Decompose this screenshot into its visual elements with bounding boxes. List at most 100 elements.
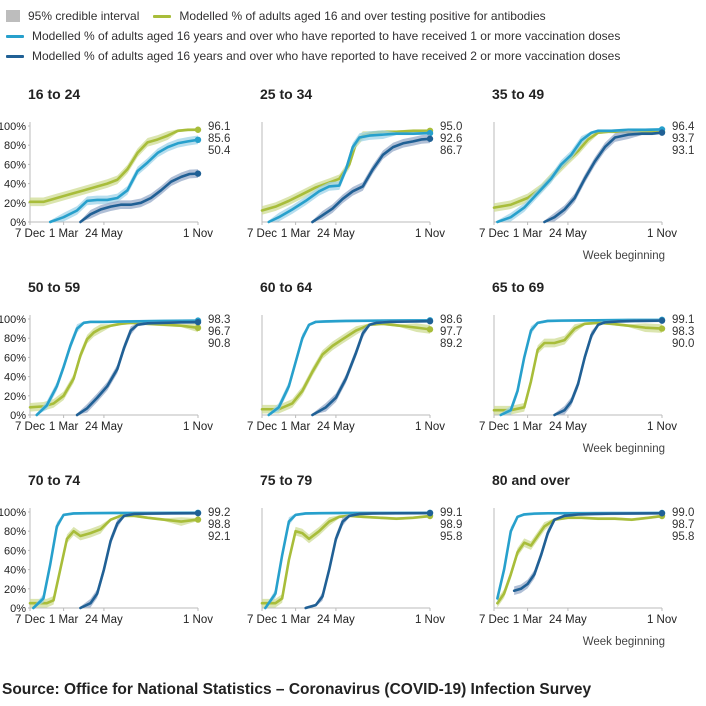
line-antibodies xyxy=(260,322,432,411)
end-value-label: 96.4 xyxy=(672,121,695,133)
x-tick-label: 7 Dec xyxy=(479,614,509,626)
y-tick-label: 0% xyxy=(10,603,26,615)
x-tick-label: 1 Mar xyxy=(513,614,543,626)
x-tick-label: 24 May xyxy=(549,614,587,626)
x-tick-label: 1 Mar xyxy=(49,614,79,626)
x-tick-label: 24 May xyxy=(85,421,123,433)
y-tick-label: 40% xyxy=(4,372,26,384)
legend-ci-label: 95% credible interval xyxy=(28,9,140,23)
legend-dose2-label: Modelled % of adults aged 16 years and o… xyxy=(32,49,621,63)
end-marker-dose2 xyxy=(658,129,666,136)
legend-item-dose1: Modelled % of adults aged 16 years and o… xyxy=(6,29,620,43)
end-value-label: 98.3 xyxy=(208,314,230,326)
end-value-label: 90.0 xyxy=(672,338,694,350)
line-dose1 xyxy=(35,319,200,417)
line-dose2 xyxy=(304,511,432,610)
panel-title: 60 to 64 xyxy=(260,279,312,295)
end-value-label: 93.1 xyxy=(672,145,694,157)
x-tick-label: 1 Nov xyxy=(415,421,445,433)
panel-title: 16 to 24 xyxy=(28,86,80,102)
end-marker-dose2 xyxy=(426,318,434,325)
end-value-label: 96.7 xyxy=(208,326,230,338)
end-marker-antibodies xyxy=(194,126,202,133)
band-dose2 xyxy=(544,130,662,222)
end-value-label: 93.7 xyxy=(672,133,694,145)
end-value-label: 92.6 xyxy=(440,133,462,145)
y-tick-label: 20% xyxy=(4,391,26,403)
x-tick-label: 1 Nov xyxy=(415,228,445,240)
ci-swatch-icon xyxy=(6,10,20,22)
panel-35-to-49: 35 to 49 7 Dec 1 Mar 24 May 1 Nov 96.493.793.… xyxy=(479,86,695,262)
y-tick-label: 80% xyxy=(4,140,26,152)
y-tick-label: 0% xyxy=(10,410,26,422)
line-dose2 xyxy=(311,137,432,224)
x-tick-label: 24 May xyxy=(317,421,355,433)
end-value-label: 92.1 xyxy=(208,531,230,543)
panel-65-to-69: 65 to 69 7 Dec 1 Mar 24 May 1 Nov 99.198.390.… xyxy=(479,279,694,455)
y-tick-label: 20% xyxy=(4,198,26,210)
x-tick-label: 24 May xyxy=(317,614,355,626)
week-beginning-label: Week beginning xyxy=(583,443,665,455)
panel-title: 50 to 59 xyxy=(28,279,80,295)
dose1-swatch-icon xyxy=(6,34,24,38)
antibody-swatch-icon xyxy=(153,14,172,18)
end-value-label: 98.7 xyxy=(672,519,694,531)
x-tick-label: 1 Mar xyxy=(49,228,79,240)
y-tick-label: 0% xyxy=(10,217,26,229)
panel-25-to-34: 25 to 34 7 Dec 1 Mar 24 May 1 Nov 95.092.686.… xyxy=(247,86,462,240)
x-tick-label: 1 Nov xyxy=(647,421,677,433)
line-dose1 xyxy=(48,138,200,224)
dose2-swatch-icon xyxy=(6,54,24,58)
band-dose2 xyxy=(514,512,662,596)
end-value-label: 99.1 xyxy=(672,314,694,326)
legend-item-antibodies: Modelled % of adults aged 16 and over te… xyxy=(153,9,546,23)
x-tick-label: 24 May xyxy=(85,614,123,626)
x-tick-label: 1 Nov xyxy=(415,614,445,626)
end-marker-antibodies xyxy=(426,326,434,333)
x-tick-label: 7 Dec xyxy=(247,421,277,433)
line-antibodies xyxy=(496,514,664,605)
end-value-label: 99.0 xyxy=(672,507,694,519)
band-antibodies xyxy=(30,128,198,207)
line-antibodies xyxy=(492,130,664,209)
y-tick-label: 60% xyxy=(4,545,26,557)
x-tick-label: 7 Dec xyxy=(15,421,45,433)
legend-dose1-label: Modelled % of adults aged 16 years and o… xyxy=(32,29,621,43)
end-value-label: 98.3 xyxy=(672,326,694,338)
band-dose2 xyxy=(312,319,430,415)
line-dose2 xyxy=(79,511,200,610)
x-tick-label: 7 Dec xyxy=(479,421,509,433)
line-dose2 xyxy=(79,172,200,224)
band-antibodies xyxy=(494,321,662,415)
end-value-label: 99.1 xyxy=(440,507,462,519)
end-marker-dose1 xyxy=(194,136,202,144)
legend-row-3: Modelled % of adults aged 16 years and o… xyxy=(6,46,634,66)
legend: 95% credible interval Modelled % of adul… xyxy=(6,6,634,66)
y-tick-label: 60% xyxy=(4,352,26,364)
panel-16-to-24: 16 to 24 0% 20% 40% 60% 80% 100% 7 Dec 1 Mar 24 M… xyxy=(0,86,231,240)
line-dose1 xyxy=(499,318,664,417)
end-value-label: 50.4 xyxy=(208,145,231,157)
end-marker-dose2 xyxy=(194,318,202,326)
end-value-label: 89.2 xyxy=(440,338,462,350)
x-tick-label: 1 Mar xyxy=(281,228,311,240)
panel-80-and-over: 80 and over 7 Dec 1 Mar 24 May 1 Nov 99.098.7… xyxy=(479,472,694,648)
y-tick-label: 40% xyxy=(4,565,26,577)
legend-antibody-label: Modelled % of adults aged 16 and over te… xyxy=(179,9,546,23)
line-dose2 xyxy=(543,131,664,224)
y-tick-label: 60% xyxy=(4,159,26,171)
band-antibodies xyxy=(30,514,198,608)
panel-50-to-59: 50 to 59 0% 20% 40% 60% 80% 100% 7 Dec 1 Mar 24 M… xyxy=(0,279,230,433)
band-antibodies xyxy=(30,321,198,412)
legend-item-dose2: Modelled % of adults aged 16 years and o… xyxy=(6,49,620,63)
week-beginning-label: Week beginning xyxy=(583,636,665,648)
y-tick-label: 100% xyxy=(0,314,26,326)
end-marker-dose2 xyxy=(194,509,202,517)
end-marker-antibodies xyxy=(658,325,666,332)
end-value-label: 98.6 xyxy=(440,314,462,326)
y-tick-label: 40% xyxy=(4,179,26,191)
x-tick-label: 1 Mar xyxy=(49,421,79,433)
line-dose1 xyxy=(32,511,200,610)
panel-title: 35 to 49 xyxy=(492,86,544,102)
